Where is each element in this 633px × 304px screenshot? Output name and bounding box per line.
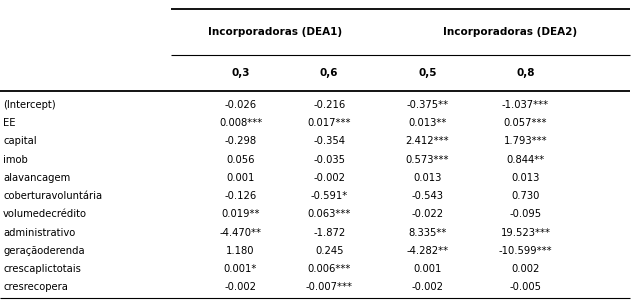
Text: -4.282**: -4.282** [406,246,448,256]
Text: 0.063***: 0.063*** [308,209,351,219]
Text: EE: EE [3,118,16,128]
Text: 0.019**: 0.019** [222,209,260,219]
Text: -1.037***: -1.037*** [502,100,549,110]
Text: 0,6: 0,6 [320,68,339,78]
Text: -0.354: -0.354 [313,136,345,146]
Text: -0.543: -0.543 [411,191,443,201]
Text: Incorporadoras (DEA1): Incorporadoras (DEA1) [208,27,342,37]
Text: 0.017***: 0.017*** [308,118,351,128]
Text: 0.057***: 0.057*** [504,118,547,128]
Text: 0.245: 0.245 [315,246,344,256]
Text: -0.002: -0.002 [313,173,345,183]
Text: geraçãoderenda: geraçãoderenda [3,246,85,256]
Text: -0.095: -0.095 [510,209,541,219]
Text: -0.026: -0.026 [225,100,256,110]
Text: -4.470**: -4.470** [220,228,261,237]
Text: alavancagem: alavancagem [3,173,70,183]
Text: -10.599***: -10.599*** [499,246,552,256]
Text: -0.126: -0.126 [225,191,256,201]
Text: 0.013: 0.013 [413,173,441,183]
Text: -0.007***: -0.007*** [306,282,353,292]
Text: -0.216: -0.216 [313,100,345,110]
Text: 0.006***: 0.006*** [308,264,351,274]
Text: -0.591*: -0.591* [311,191,348,201]
Text: 0.013: 0.013 [511,173,539,183]
Text: 19.523***: 19.523*** [501,228,550,237]
Text: coberturavoluntária: coberturavoluntária [3,191,103,201]
Text: 0.573***: 0.573*** [406,155,449,164]
Text: 1.180: 1.180 [226,246,255,256]
Text: -0.035: -0.035 [313,155,345,164]
Text: -1.872: -1.872 [313,228,345,237]
Text: 0.001*: 0.001* [224,264,257,274]
Text: 0.730: 0.730 [511,191,539,201]
Text: -0.002: -0.002 [411,282,443,292]
Text: (Intercept): (Intercept) [3,100,56,110]
Text: 8.335**: 8.335** [408,228,446,237]
Text: 0,3: 0,3 [231,68,250,78]
Text: 0.002: 0.002 [511,264,539,274]
Text: 0.013**: 0.013** [408,118,446,128]
Text: cresrecopera: cresrecopera [3,282,68,292]
Text: -0.022: -0.022 [411,209,443,219]
Text: imob: imob [3,155,28,164]
Text: -0.005: -0.005 [510,282,541,292]
Text: volumedecrédito: volumedecrédito [3,209,87,219]
Text: 2.412***: 2.412*** [406,136,449,146]
Text: crescaplictotais: crescaplictotais [3,264,81,274]
Text: 0.001: 0.001 [413,264,441,274]
Text: -0.002: -0.002 [225,282,256,292]
Text: -0.298: -0.298 [225,136,256,146]
Text: 0,5: 0,5 [418,68,437,78]
Text: 1.793***: 1.793*** [504,136,547,146]
Text: 0,8: 0,8 [516,68,535,78]
Text: administrativo: administrativo [3,228,75,237]
Text: Incorporadoras (DEA2): Incorporadoras (DEA2) [442,27,577,37]
Text: 0.844**: 0.844** [506,155,544,164]
Text: 0.001: 0.001 [227,173,254,183]
Text: capital: capital [3,136,37,146]
Text: 0.056: 0.056 [226,155,255,164]
Text: 0.008***: 0.008*** [219,118,262,128]
Text: -0.375**: -0.375** [406,100,448,110]
